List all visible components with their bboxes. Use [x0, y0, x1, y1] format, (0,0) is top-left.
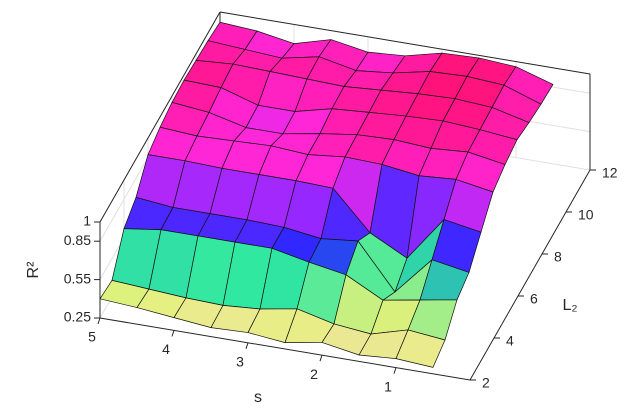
x-axis-label: s [254, 389, 262, 406]
tick-mark [171, 330, 175, 337]
tick-mark [97, 317, 101, 325]
surface-face [395, 329, 446, 368]
box-edge [99, 11, 221, 223]
axis-line [469, 169, 591, 381]
y-tick-label: 6 [530, 291, 538, 307]
y-tick-label: 10 [578, 207, 594, 223]
y-tick-label: 12 [602, 165, 618, 181]
x-tick-label: 3 [236, 354, 244, 370]
surface [99, 21, 554, 368]
y-tick-label: 8 [554, 249, 562, 265]
axis-line [99, 317, 471, 381]
x-tick-label: 2 [310, 366, 318, 382]
x-tick-label: 1 [384, 378, 392, 394]
x-tick-label: 5 [88, 329, 96, 345]
z-tick-label: 0.25 [64, 309, 91, 325]
z-tick-label: 0.85 [64, 232, 91, 248]
z-tick-label: 1 [83, 213, 91, 229]
x-tick-label: 4 [162, 341, 170, 357]
tick-mark [393, 367, 397, 374]
box-edge [219, 11, 591, 75]
y-tick-label: 4 [506, 333, 514, 349]
tick-mark [319, 355, 323, 362]
y-tick-label: 2 [482, 375, 490, 391]
z-tick-label: 0.55 [64, 270, 91, 286]
z-axis-label: R² [25, 261, 42, 279]
tick-mark [245, 342, 249, 349]
y-axis-label: L₂ [562, 297, 577, 314]
